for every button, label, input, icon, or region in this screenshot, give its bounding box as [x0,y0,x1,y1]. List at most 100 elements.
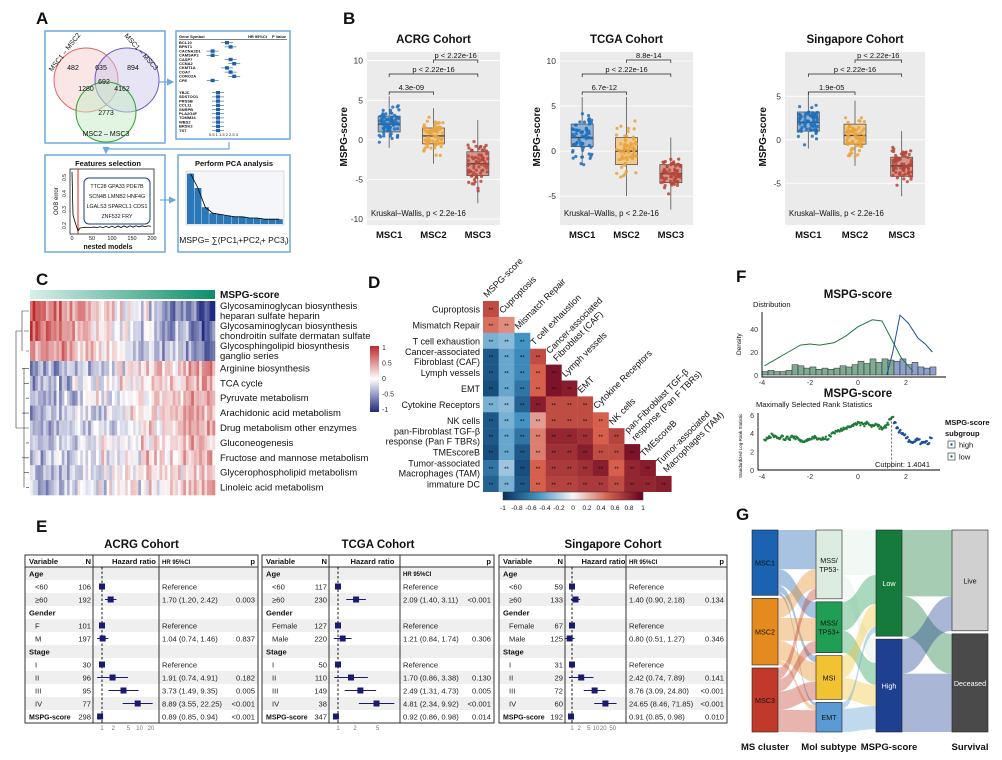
correlation-cell [640,475,656,492]
heatmap-cell [188,375,192,392]
comparison-p-value: p < 2.22e-16 [605,65,647,74]
heatmap-cell [162,420,166,436]
heatmap-cell [90,390,94,406]
data-point [438,153,442,158]
heatmap-cell [93,361,97,377]
gene-symbol: BPNT1 [179,44,193,49]
heatmap-cell [143,420,147,436]
heatmap-cell [82,301,86,322]
data-point [815,110,819,114]
data-point [390,136,394,141]
heatmap-cell [199,480,203,496]
heatmap-cell [69,301,73,322]
heatmap-cell [72,435,76,451]
data-point [672,171,676,176]
forest-axis-tick: 5 [376,726,380,732]
heatmap-cell [30,435,33,451]
heatmap-cell [80,480,84,496]
heatmap-cell [64,361,68,377]
heatmap-cell [90,480,94,496]
sankey-node-label: High [882,682,897,691]
data-point [895,183,899,187]
heatmap-cell [35,375,39,392]
significance-mark: ** [567,387,572,393]
heatmap-cell [82,341,86,362]
n-value: 149 [314,687,327,696]
heatmap-cell [98,390,102,406]
correlation-cell [577,444,594,461]
heatmap-cell [164,390,168,406]
heatmap-cell [56,420,60,436]
data-point [441,121,445,125]
data-point [862,127,866,131]
heatmap-cell [64,435,68,451]
heatmap-cell [125,390,129,406]
gene-hr-marker [228,57,233,62]
heatmap-cell [61,405,65,421]
panel-label-g: G [736,505,749,524]
data-point [666,171,670,175]
heatmap-cell [56,321,60,342]
n-value: 106 [78,583,91,592]
heatmap-cell [93,450,97,466]
heatmap-cell [96,435,100,451]
heatmap-cell [172,450,176,466]
variable-label: Female [272,622,297,631]
correlation-cell [483,396,499,413]
heatmap-cell [180,375,184,392]
data-point [433,146,437,150]
data-point [631,147,635,151]
heatmap-cell [138,480,142,496]
correlation-cell [530,475,546,492]
heatmap-cell [82,450,86,466]
significance-mark: ** [567,467,572,473]
hr-marker [99,583,105,590]
variable-label: Male [509,635,525,644]
gene-symbol: COA7 [179,69,191,74]
correlation-cell [592,444,609,461]
heatmap-cell [56,390,60,406]
y-tick-label: 0 [776,135,781,145]
forest-axis-tick: 1 [100,726,104,732]
row-stripe [262,671,494,684]
hr-ci-text: Reference [162,661,197,670]
heatmap-cell [125,341,129,362]
heatmap-cell [59,361,63,377]
correlation-cell [561,475,578,492]
correlation-cell [561,460,578,477]
data-point [480,169,484,173]
hr-ci-text: 1.04 (0.74, 1.46) [162,635,218,644]
significance-mark: ** [536,372,541,378]
heatmap-cell [138,405,142,421]
data-point [849,148,853,152]
heatmap-cell [127,301,131,322]
heatmap-cell [180,405,184,421]
data-point [397,122,401,126]
heatmap-cell [180,465,184,481]
heatmap-cell [196,420,200,436]
heatmap-cell [43,375,47,392]
heatmap-cell [104,420,107,436]
heatmap-cell [98,321,102,342]
data-point [614,147,619,152]
heatmap-cell [212,420,216,436]
data-point [897,172,901,176]
heatmap-cell [127,375,131,392]
heatmap-cell [133,375,137,392]
correlation-cell [483,460,499,477]
heatmap-cell [188,301,192,322]
heatmap-cell [74,420,78,436]
data-point [678,164,683,169]
heatmap-cell [69,420,73,436]
hr-ci-text: 3.73 (1.49, 9.35) [162,687,218,696]
heatmap-cell [201,301,205,322]
rank-stat-point-low [877,423,880,427]
heatmap-cell [127,390,131,406]
rank-stat-point-low [794,437,797,441]
heatmap-cell [125,375,129,392]
heatmap-cell [48,480,52,496]
correlation-cell [561,380,578,397]
p-value: <0.001 [232,713,255,722]
variable-label: IV [272,700,280,709]
